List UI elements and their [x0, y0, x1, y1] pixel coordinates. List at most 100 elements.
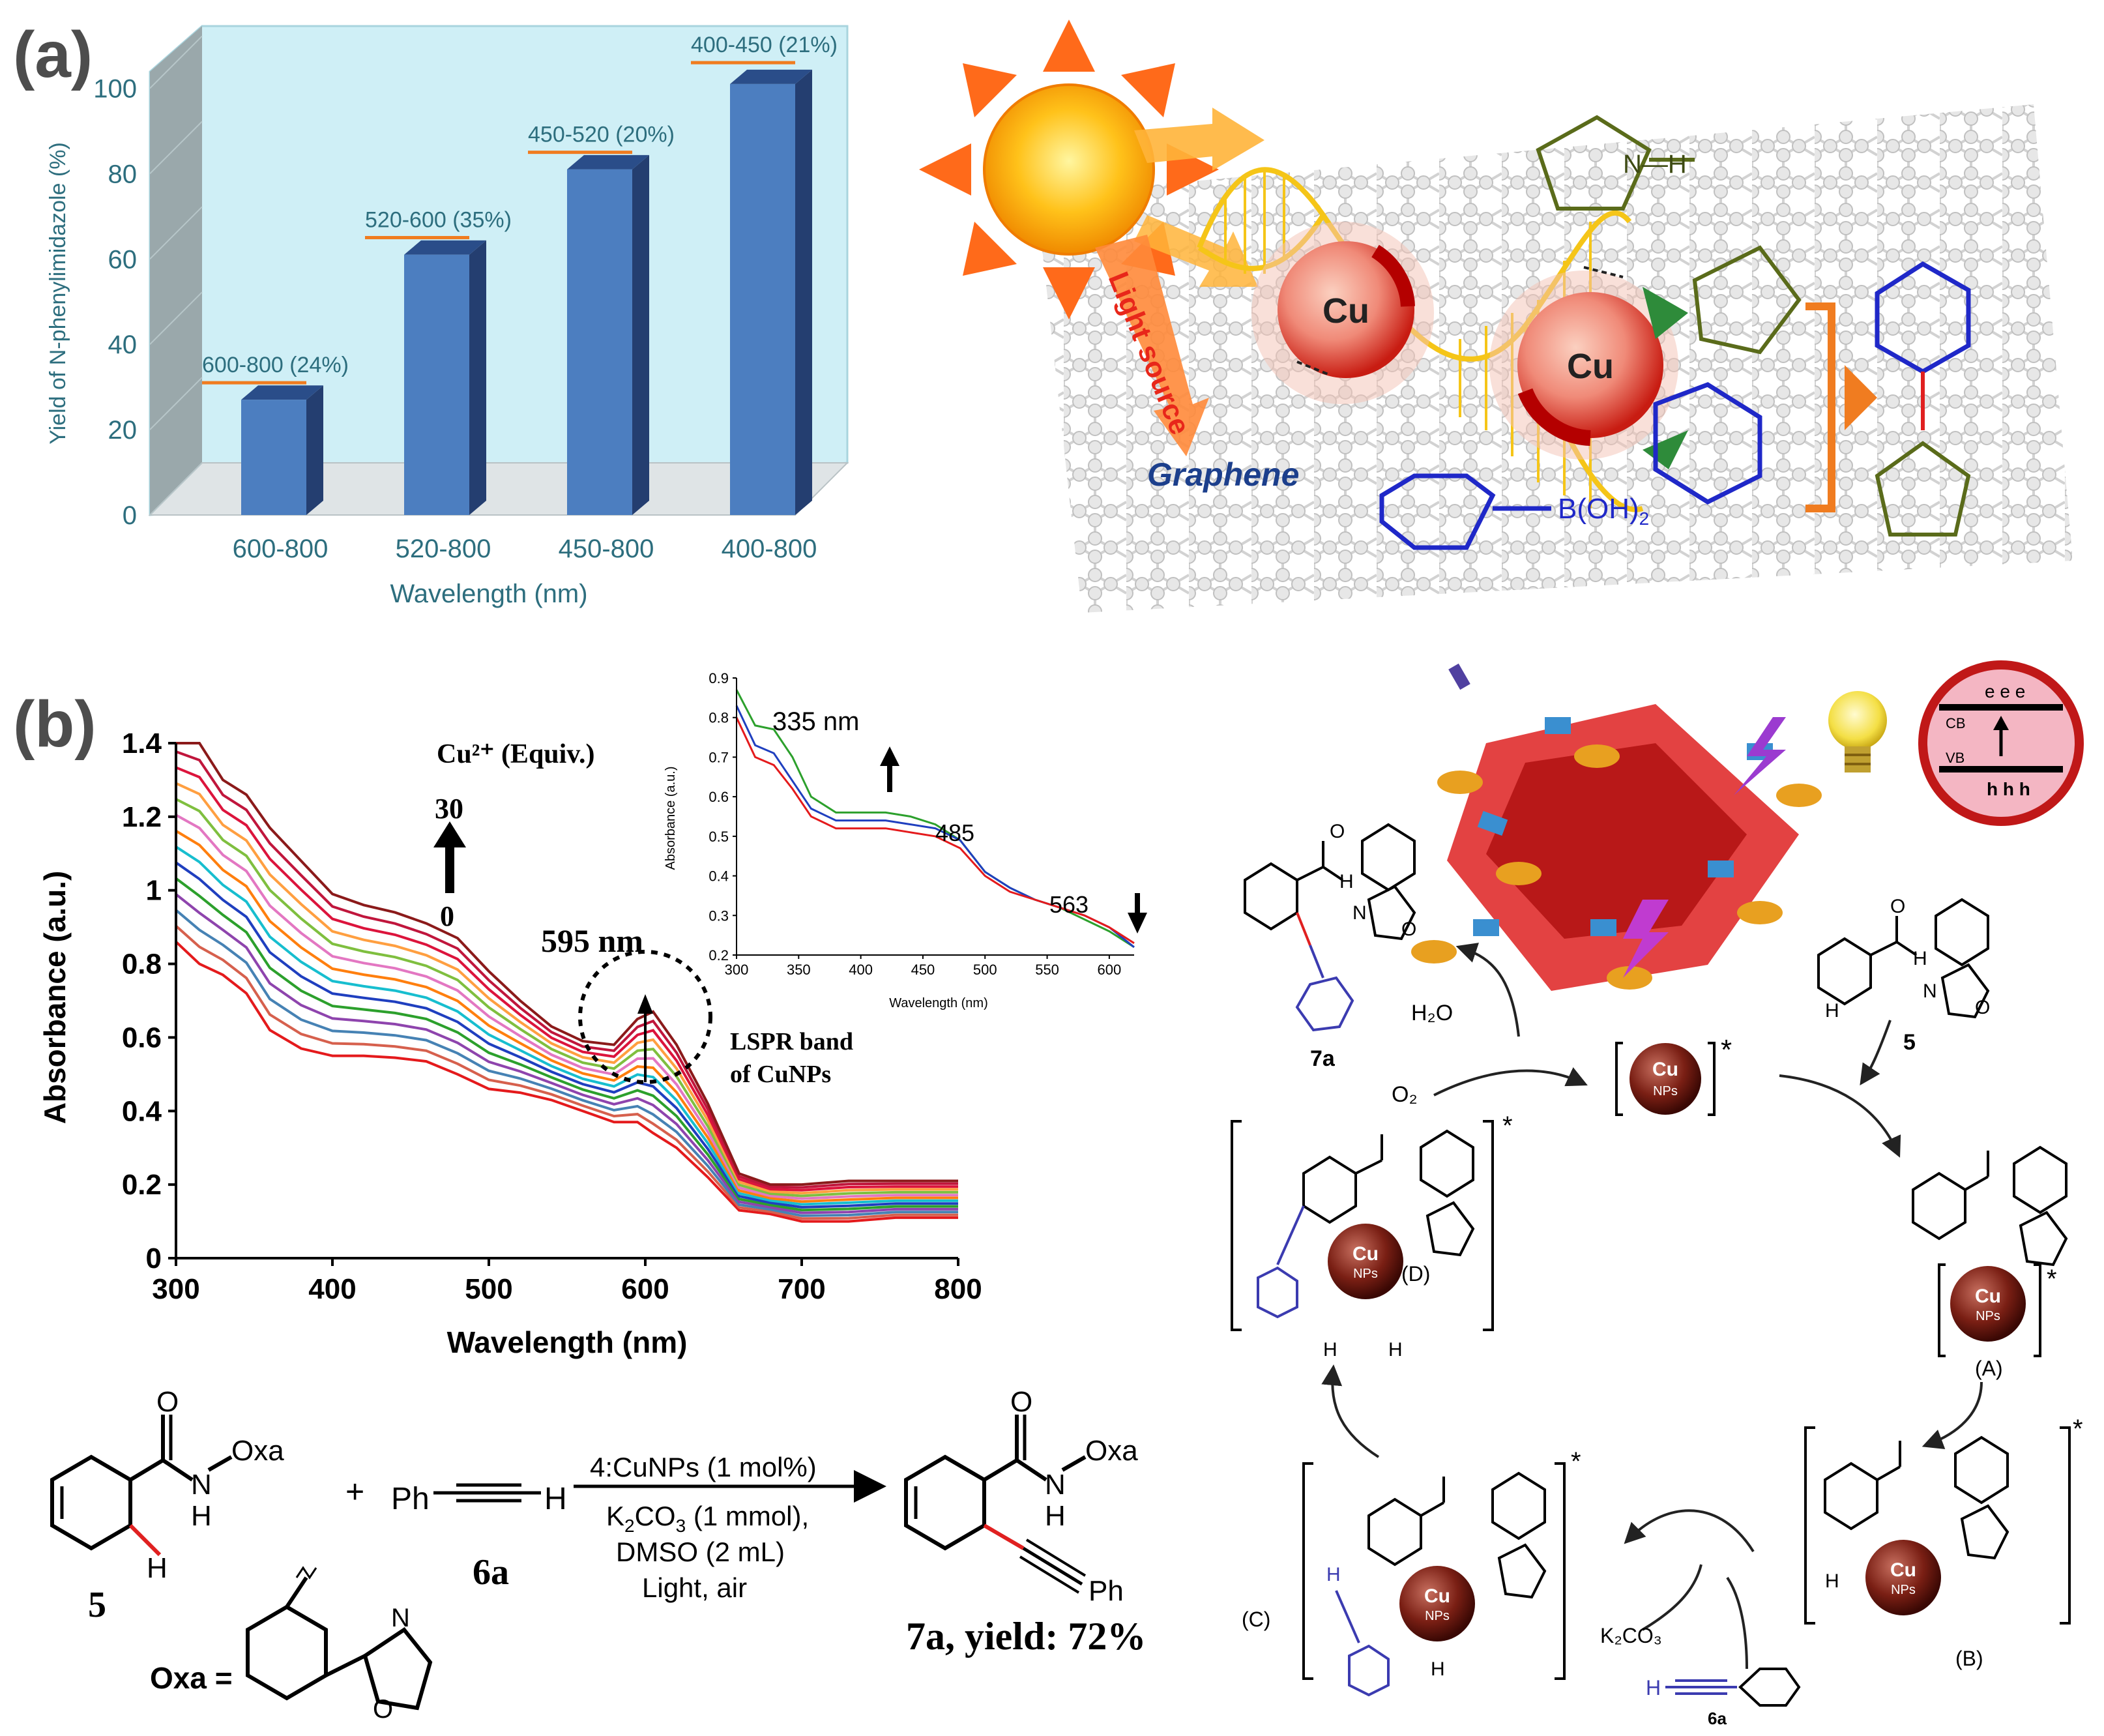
- bar-chart-annotations: 600-800 (24%) 520-600 (35%) 450-520 (20%) 4…: [202, 33, 838, 385]
- inset-y-tick-label: 0.4: [709, 868, 729, 885]
- cunps-catalyst: Cu NPs *: [1615, 1034, 1732, 1116]
- substrate-nh-h: H: [191, 1500, 212, 1532]
- product-ph: Ph: [1089, 1575, 1124, 1607]
- inset-chart: 300 350 400 450 500 550 600 0.2 0.3 0.4 0.5 0.6 0.7…: [664, 670, 1147, 1010]
- oxa-n: N: [391, 1604, 410, 1632]
- cycle-5-nh: H: [1913, 948, 1927, 969]
- uvvis-y-tick-label: 0.8: [122, 949, 162, 980]
- graphene-label: Graphene: [1147, 456, 1299, 493]
- B-label: (B): [1955, 1647, 1983, 1670]
- inset-x-label: Wavelength (nm): [889, 996, 988, 1010]
- bar-top: [404, 240, 486, 255]
- A-cu: Cu: [1975, 1286, 2001, 1307]
- oxa-o: O: [373, 1695, 393, 1724]
- green-arrow-1: [1643, 287, 1688, 339]
- B-h: H: [1825, 1570, 1839, 1592]
- panel-b-label: (b): [13, 688, 96, 761]
- A-nps: NPs: [1976, 1309, 2000, 1323]
- uvvis-x-tick-label: 600: [621, 1273, 669, 1305]
- inset-y-tick-label: 0.7: [709, 749, 729, 765]
- lspr-band-label-2: of CuNPs: [730, 1061, 831, 1088]
- intermediate-B: * Cu NPs H (B): [1804, 1415, 2083, 1670]
- reagent-base: K2CO3 (1 mmol),: [606, 1501, 809, 1536]
- o2-uptake-arrow: [1433, 1067, 1588, 1096]
- peak-label: 595 nm: [541, 922, 643, 959]
- photocatalysis-scheme: Light source Graphene Cu Cu: [919, 20, 2073, 613]
- bar-chart-y-ticks: 0 20 40 60 80 100: [93, 74, 137, 530]
- bar: [241, 400, 306, 515]
- cycle-7a-nh: H: [1339, 871, 1354, 892]
- bar-chart: 600-800 (24%) 520-600 (35%) 450-520 (20%) 4…: [46, 13, 886, 613]
- C-alkyne-h: H: [1326, 1564, 1341, 1585]
- uvvis-curve: [175, 861, 958, 1209]
- cu-nanoparticle-2: Cu: [1489, 266, 1678, 460]
- band-vb: VB: [1946, 750, 1965, 766]
- cunps-nps: NPs: [1653, 1084, 1678, 1098]
- bar-gridline: [149, 121, 203, 175]
- bar-x-tick-label: 520-800: [396, 535, 491, 563]
- uvvis-curve: [175, 829, 958, 1203]
- imidazole-top: [1536, 115, 1695, 211]
- C-label: (C): [1242, 1608, 1270, 1631]
- cu-label-2: Cu: [1567, 347, 1614, 386]
- D-h2: H: [1388, 1339, 1403, 1361]
- inset-y-tick-label: 0.6: [709, 789, 729, 805]
- bar-chart-side-wall: [150, 26, 202, 515]
- uvvis-curve: [175, 893, 958, 1214]
- uvvis-curve: [175, 909, 958, 1217]
- uvvis-curve: [175, 924, 958, 1220]
- C-cu: Cu: [1424, 1585, 1450, 1607]
- inset-curves: [735, 689, 1135, 949]
- bar-top: [730, 69, 812, 84]
- boronic-label: B(OH)2: [1558, 493, 1649, 529]
- D-nps: NPs: [1353, 1267, 1378, 1281]
- phenylboronic-acid: B(OH)2: [1379, 473, 1649, 550]
- light-beam-top: [1134, 108, 1264, 171]
- catalytic-cycle: e e e h h h CB VB O H N O 7a H₂O O₂ Cu: [1231, 660, 2084, 1728]
- bar-chart-x-ticks: 600-800 520-800 450-800 400-800: [233, 535, 817, 563]
- uvvis-x-tick-label: 700: [778, 1273, 825, 1305]
- bar-chart-y-label: Yield of N-phenylimidazole (%): [46, 142, 70, 445]
- lightning-icon-bottom: [1623, 900, 1669, 978]
- A-star: *: [2047, 1265, 2057, 1293]
- bar-annotation-label: 520-600 (35%): [365, 208, 512, 233]
- inset-x-tick-label: 450: [911, 962, 935, 978]
- oxa-definition-label: Oxa =: [150, 1661, 233, 1695]
- B-cu: Cu: [1890, 1559, 1916, 1581]
- product-oxa: Oxa: [1085, 1435, 1138, 1467]
- light-beam-mid: [1134, 215, 1258, 287]
- substrate-in-arrow: [1860, 1020, 1892, 1085]
- bar: [404, 254, 469, 515]
- band-holes: h h h: [1987, 779, 2030, 799]
- uvvis-x-label: Wavelength (nm): [447, 1325, 688, 1359]
- uvvis-y-tick-label: 0.2: [122, 1169, 162, 1201]
- substrate-5-label: 5: [88, 1585, 106, 1625]
- inset-y-tick-label: 0.9: [709, 670, 729, 686]
- bar-chart-x-label: Wavelength (nm): [390, 580, 587, 608]
- uvvis-curve: [175, 782, 958, 1195]
- cycle-7a-o2: O: [1401, 919, 1416, 940]
- orange-bracket: [1805, 302, 1835, 512]
- uvvis-arrow-top-label: 30: [435, 793, 463, 825]
- substrate-n: N: [191, 1469, 212, 1501]
- bar: [730, 83, 795, 516]
- reagent-catalyst: 4:CuNPs (1 mol%): [590, 1452, 817, 1482]
- inset-x-tick-label: 500: [973, 962, 997, 978]
- uvvis-x-tick-label: 500: [465, 1273, 512, 1305]
- intermediate-C: * Cu NPs H H (C): [1242, 1447, 1581, 1697]
- k2co3-arrow: [1641, 1564, 1702, 1631]
- inset-curve: [735, 717, 1135, 945]
- cunps-star: *: [1721, 1034, 1732, 1066]
- cycle-6a-h: H: [1646, 1676, 1661, 1699]
- inset-peak-335: 335 nm: [772, 707, 859, 736]
- cycle-5-label: 5: [1903, 1030, 1916, 1055]
- cunps-cu: Cu: [1652, 1059, 1678, 1080]
- bar-y-tick-label: 40: [108, 331, 138, 359]
- uvvis-curve: [175, 750, 958, 1189]
- inset-x-tick-label: 350: [787, 962, 811, 978]
- bar-chart-gridlines: [149, 35, 203, 516]
- inset-y-ticks: 0.2 0.3 0.4 0.5 0.6 0.7 0.8 0.9: [709, 670, 737, 964]
- lightning-icon-top: [1734, 717, 1786, 795]
- bar-x-tick-label: 600-800: [233, 535, 329, 563]
